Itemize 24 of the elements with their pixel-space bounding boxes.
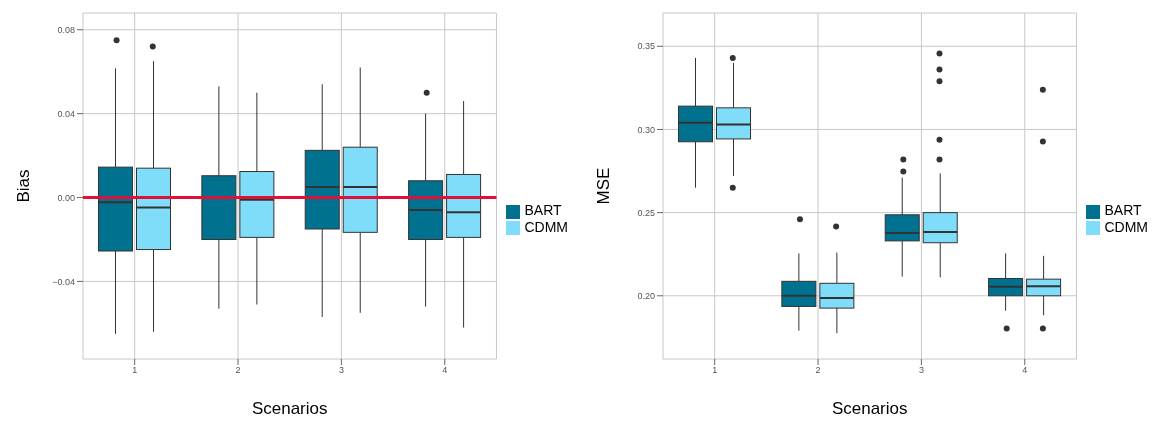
y-tick-label: 0.35 (637, 41, 655, 52)
x-tick-label: 2 (815, 365, 821, 376)
y-tick-label: 0.25 (637, 207, 655, 218)
legend-label: BART (524, 202, 562, 219)
x-axis-title: Scenarios (831, 399, 908, 418)
x-tick-label: 3 (918, 365, 924, 376)
y-axis-title: Bias (14, 169, 34, 203)
legend-label: CDMM (524, 218, 568, 235)
x-tick-label: 1 (712, 365, 718, 376)
x-axis-title: Scenarios (251, 399, 328, 418)
x-tick-label: 3 (338, 365, 344, 376)
y-tick-label: 0.20 (637, 290, 655, 301)
y-tick-label: −0.04 (52, 276, 75, 287)
x-tick-label: 2 (235, 365, 241, 376)
x-tick-label: 4 (1022, 365, 1028, 376)
y-tick-label: 0.08 (57, 24, 75, 35)
x-tick-label: 4 (442, 365, 448, 376)
legend-label: CDMM (1104, 218, 1148, 235)
y-tick-label: 0.00 (57, 192, 75, 203)
x-tick-label: 1 (132, 365, 138, 376)
legend-label: BART (1104, 202, 1142, 219)
y-axis-title: MSE (594, 167, 614, 205)
y-tick-label: 0.30 (637, 124, 655, 135)
y-tick-label: 0.04 (57, 108, 75, 119)
